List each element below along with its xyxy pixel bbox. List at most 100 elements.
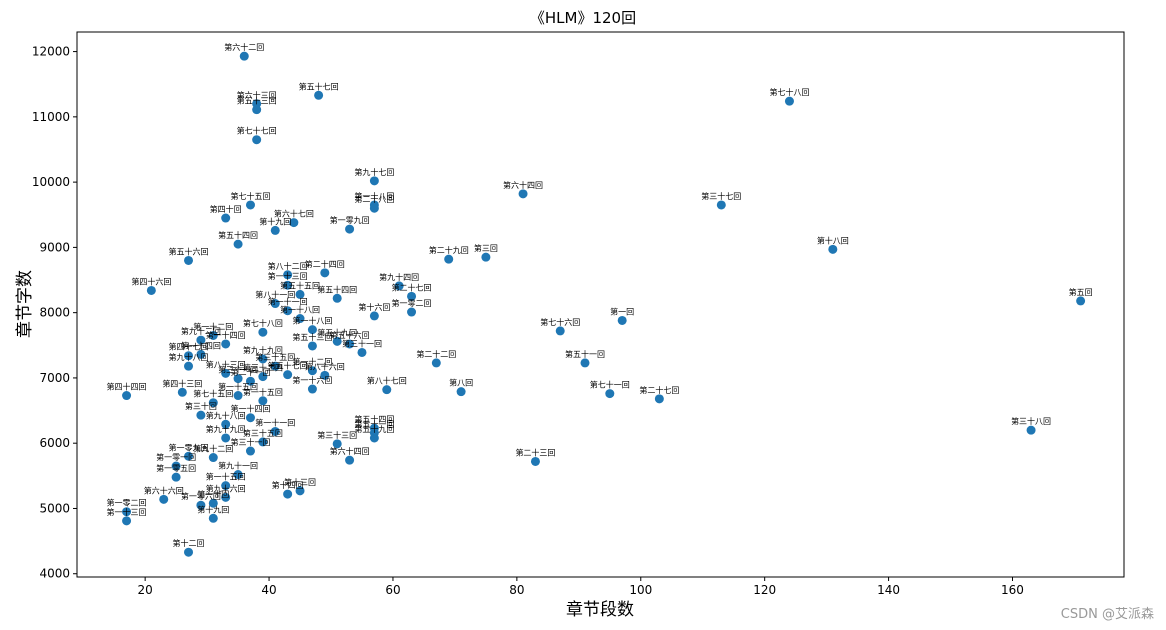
data-point xyxy=(252,105,262,115)
data-point xyxy=(369,428,379,438)
point-label: 第五十九回 xyxy=(317,327,357,337)
data-point xyxy=(345,455,355,465)
data-point xyxy=(122,391,132,401)
point-label: 第五十九回 xyxy=(354,424,394,434)
data-point xyxy=(258,372,268,382)
data-point xyxy=(307,366,317,376)
point-label: 第一十二回 xyxy=(193,322,233,332)
point-label: 第五十七回 xyxy=(268,361,308,371)
data-point xyxy=(283,270,293,280)
data-point xyxy=(431,358,441,368)
data-point xyxy=(159,494,169,504)
data-points xyxy=(122,51,1086,557)
y-tick-label: 8000 xyxy=(39,306,70,320)
data-point xyxy=(320,268,330,278)
watermark: CSDN @艾派森 xyxy=(1060,607,1154,622)
data-point xyxy=(245,446,255,456)
point-label: 第九十八回 xyxy=(206,410,246,420)
data-point xyxy=(208,331,218,341)
data-point xyxy=(221,481,231,491)
point-label: 第五回 xyxy=(1069,287,1093,297)
point-label: 第三十五回 xyxy=(243,428,283,438)
point-label: 第十四回 xyxy=(272,480,304,490)
point-label: 第九十一回 xyxy=(218,461,258,471)
data-point xyxy=(233,470,243,480)
point-label: 第四十七回 xyxy=(169,342,209,352)
point-label: 第二十九回 xyxy=(429,245,469,255)
point-label: 第十三回 xyxy=(284,477,316,487)
x-tick-label: 140 xyxy=(877,583,900,597)
point-label: 第五十四回 xyxy=(354,414,394,424)
point-label: 第三回 xyxy=(474,243,498,253)
data-point xyxy=(456,387,466,397)
point-label: 第一回 xyxy=(610,306,634,316)
point-label: 第四十三回 xyxy=(162,378,202,388)
data-point xyxy=(716,200,726,210)
point-label: 第六十六回 xyxy=(144,485,184,495)
data-point xyxy=(605,389,615,399)
point-label: 第十九回 xyxy=(259,216,291,226)
data-point xyxy=(233,374,243,384)
plot-area xyxy=(76,31,1125,578)
point-label: 第九十六回 xyxy=(206,483,246,493)
point-label: 第三十二回 xyxy=(243,363,283,373)
point-label: 第一十八回 xyxy=(292,316,332,326)
point-label: 第一零六回 xyxy=(181,491,221,501)
y-tick-label: 7000 xyxy=(39,371,70,385)
data-point xyxy=(208,498,218,508)
data-point xyxy=(221,433,231,443)
data-point xyxy=(345,224,355,234)
data-point xyxy=(258,437,268,447)
data-point xyxy=(270,225,280,235)
data-point xyxy=(283,370,293,380)
data-point xyxy=(208,513,218,523)
data-point xyxy=(828,244,838,254)
data-point xyxy=(221,368,231,378)
data-point xyxy=(252,135,262,145)
point-label: 第五十四回 xyxy=(218,230,258,240)
point-label: 第七十八回 xyxy=(769,87,809,97)
point-label: 第七十七回 xyxy=(237,126,277,136)
point-label: 第五十四回 xyxy=(317,284,357,294)
data-point xyxy=(332,336,342,346)
point-label: 第五十三回 xyxy=(292,332,332,342)
point-label: 第六十二回 xyxy=(224,42,264,52)
data-point xyxy=(196,500,206,510)
data-point xyxy=(369,311,379,321)
data-point xyxy=(196,410,206,420)
data-point xyxy=(184,255,194,265)
point-label: 第四十四回 xyxy=(107,382,147,392)
data-point xyxy=(369,176,379,186)
point-label: 第一零五回 xyxy=(156,463,196,473)
point-label: 第七十一回 xyxy=(590,380,630,390)
point-label: 第九十二回 xyxy=(181,326,221,336)
x-tick-label: 40 xyxy=(261,583,276,597)
data-point xyxy=(221,492,231,502)
point-label: 第一十二回 xyxy=(292,357,332,367)
point-label: 第七十五回 xyxy=(193,389,233,399)
point-label: 第一十八回 xyxy=(280,305,320,315)
point-label: 第三十一回 xyxy=(230,437,270,447)
data-point xyxy=(345,339,355,349)
point-label: 第七十五回 xyxy=(230,191,270,201)
data-point xyxy=(196,349,206,359)
point-label: 第一零二回 xyxy=(107,498,147,508)
point-label: 第一十五回 xyxy=(218,382,258,392)
point-label: 第五十七回 xyxy=(299,81,339,91)
data-point xyxy=(357,347,367,357)
point-label: 第七十六回 xyxy=(540,317,580,327)
point-label: 第二十四回 xyxy=(305,259,345,269)
y-tick-label: 11000 xyxy=(32,110,70,124)
data-point xyxy=(444,254,454,264)
data-point xyxy=(307,325,317,335)
point-label: 第五十一回 xyxy=(354,419,394,429)
data-point xyxy=(221,339,231,349)
data-point xyxy=(555,326,565,336)
data-point xyxy=(654,394,664,404)
point-label: 第五十三回 xyxy=(237,96,277,106)
point-label: 第六十四回 xyxy=(330,446,370,456)
point-label: 第一十一回 xyxy=(255,417,295,427)
point-label: 第一十四回 xyxy=(181,340,221,350)
data-point xyxy=(208,453,218,463)
y-tick-label: 6000 xyxy=(39,436,70,450)
